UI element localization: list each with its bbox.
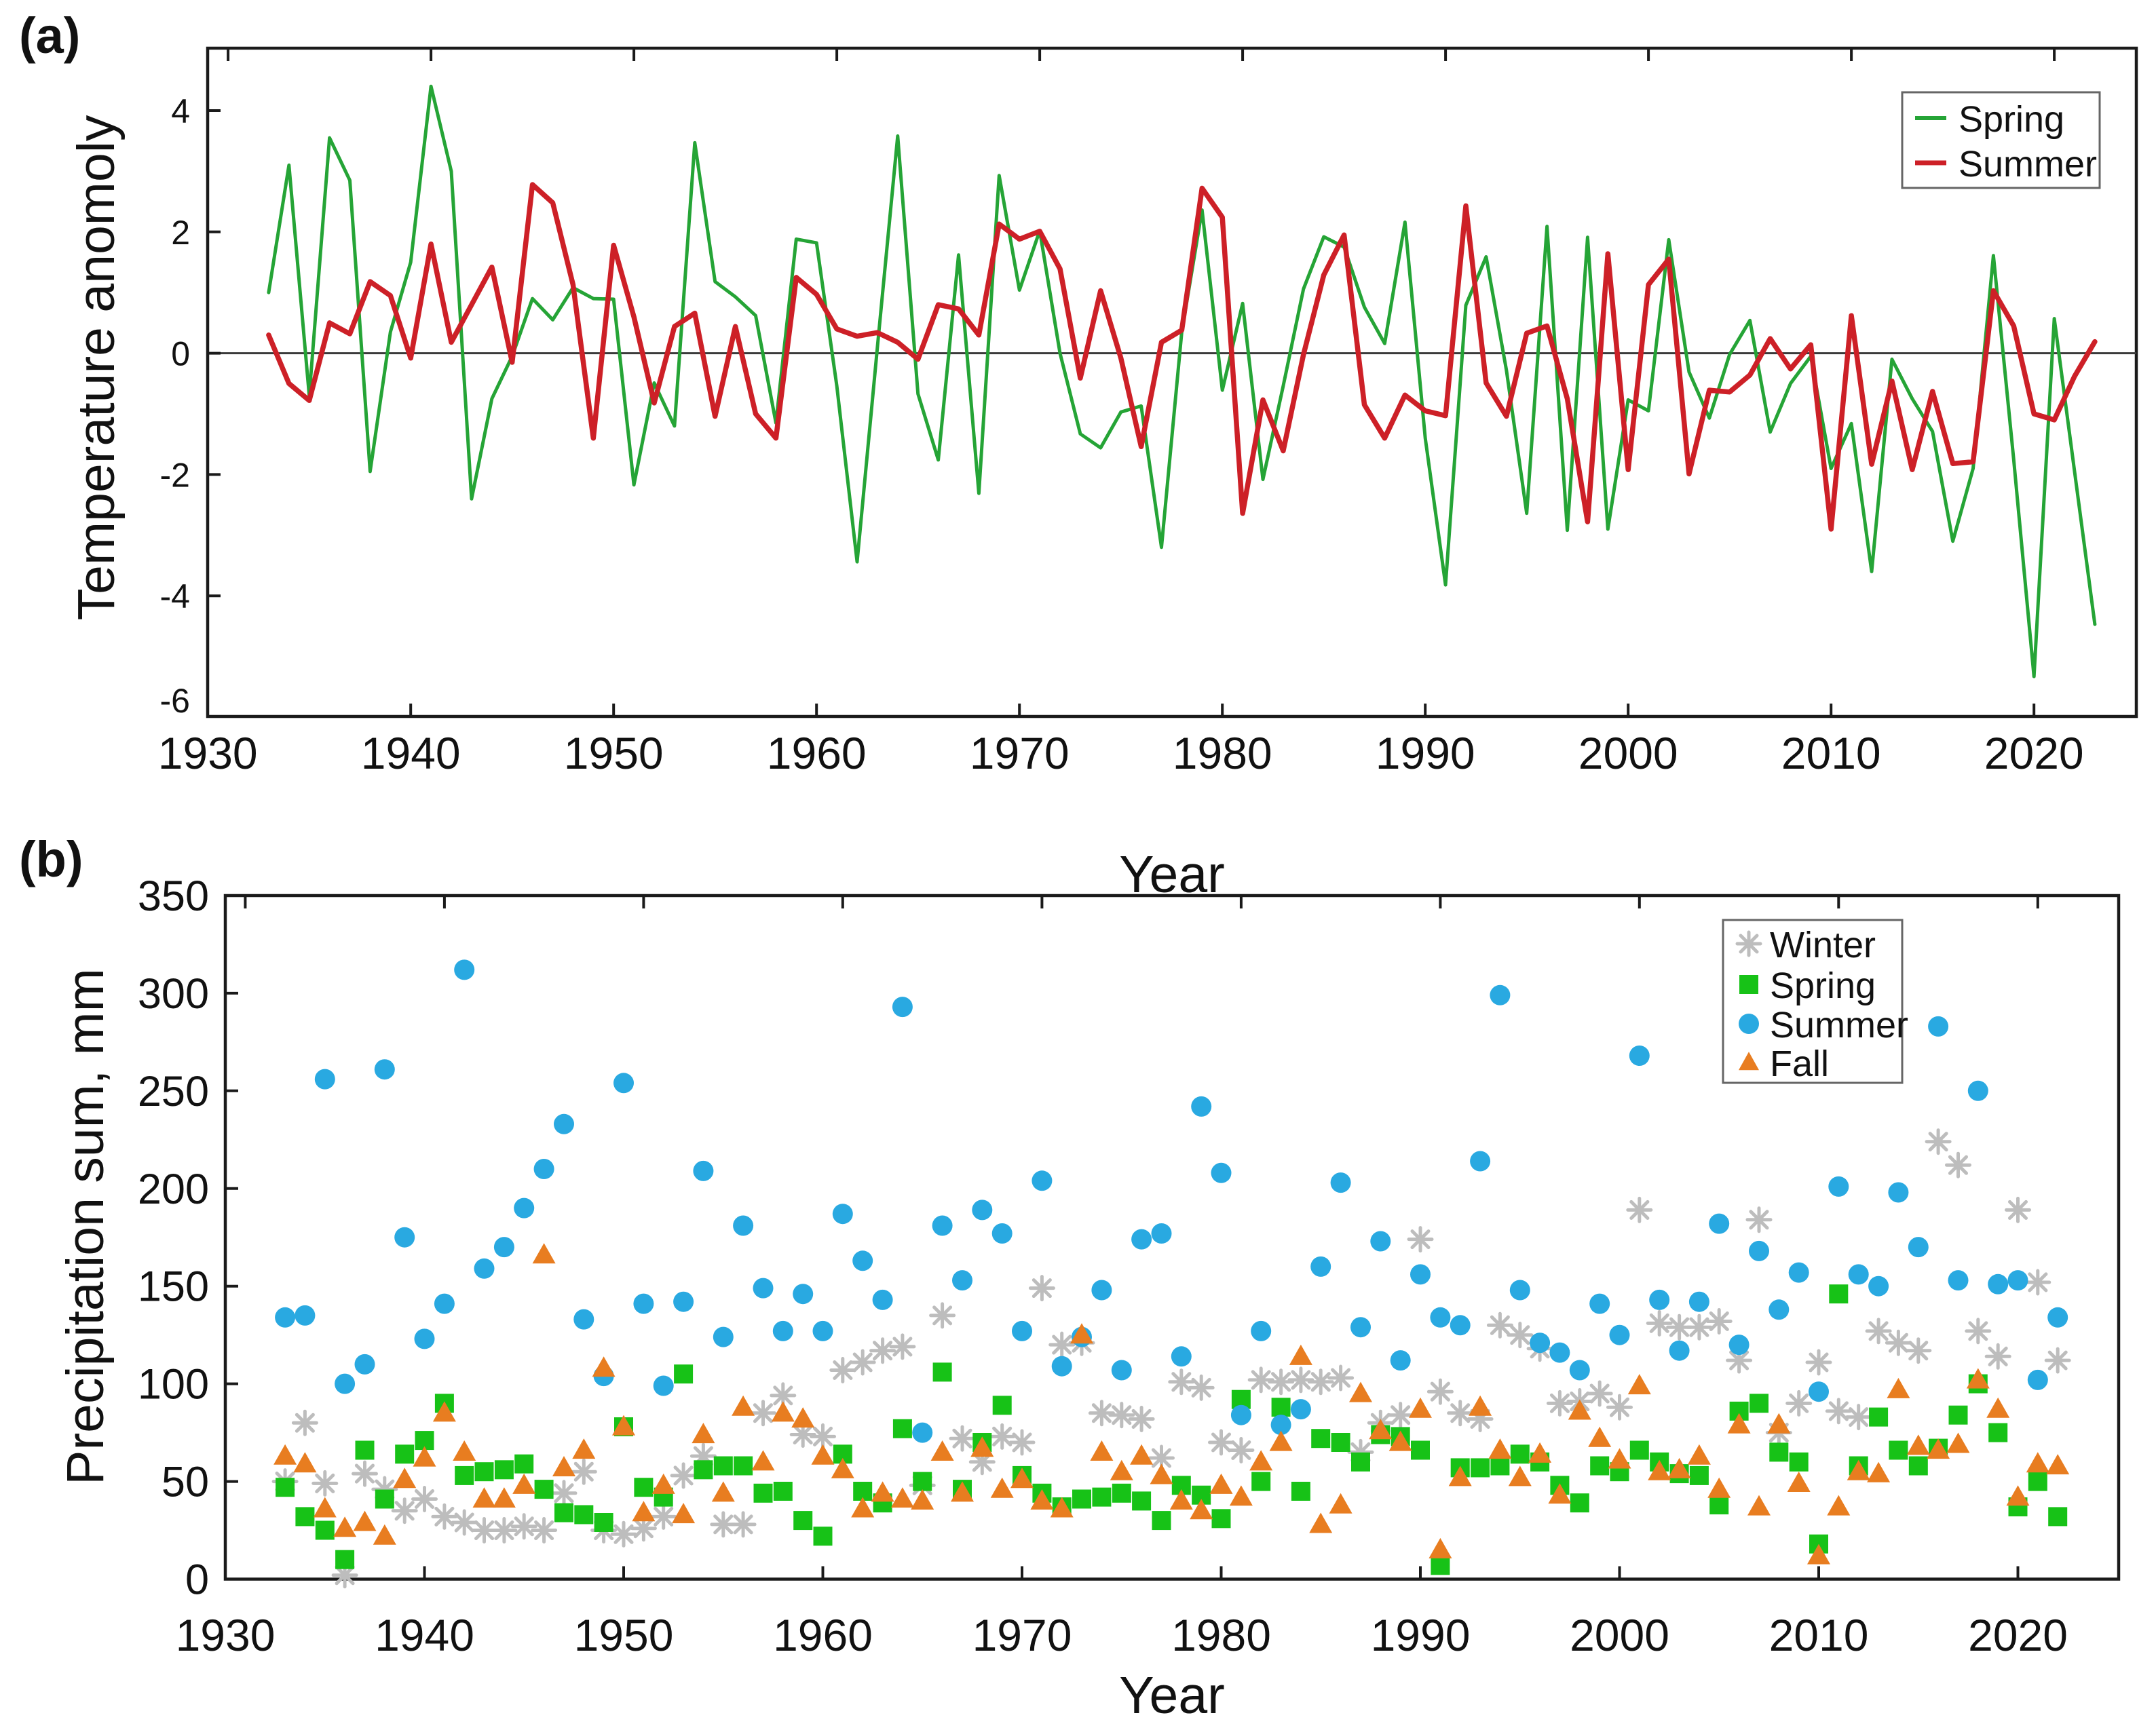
svg-text:(a): (a) [19,7,80,64]
svg-text:1990: 1990 [1371,1610,1471,1660]
svg-text:2000: 2000 [1578,728,1678,778]
svg-text:2: 2 [171,214,190,252]
svg-text:2010: 2010 [1769,1610,1869,1660]
svg-text:Winter: Winter [1770,925,1876,965]
svg-text:1980: 1980 [1173,728,1272,778]
svg-text:2000: 2000 [1570,1610,1669,1660]
svg-text:Temperature anomoly: Temperature anomoly [67,115,126,620]
svg-text:Spring: Spring [1959,99,2064,140]
svg-text:1990: 1990 [1376,728,1475,778]
svg-text:Summer: Summer [1770,1005,1908,1046]
svg-text:Summer: Summer [1959,144,2097,185]
svg-text:1930: 1930 [176,1610,276,1660]
svg-text:Year: Year [1119,1666,1225,1725]
svg-text:200: 200 [138,1166,209,1213]
svg-text:Precipitation sum, mm: Precipitation sum, mm [56,968,115,1485]
svg-text:150: 150 [138,1263,209,1311]
svg-text:1950: 1950 [574,1610,674,1660]
svg-text:2020: 2020 [1968,1610,2068,1660]
svg-text:0: 0 [171,335,190,373]
svg-text:1970: 1970 [970,728,1070,778]
svg-text:1970: 1970 [972,1610,1072,1660]
svg-text:2020: 2020 [1984,728,2084,778]
svg-text:(b): (b) [19,831,83,887]
svg-text:1940: 1940 [361,728,461,778]
svg-text:1980: 1980 [1171,1610,1271,1660]
svg-text:250: 250 [138,1068,209,1115]
svg-text:Spring: Spring [1770,965,1876,1006]
svg-text:-2: -2 [160,456,190,494]
svg-text:0: 0 [185,1556,209,1604]
svg-text:4: 4 [171,92,190,130]
svg-text:-6: -6 [160,682,190,720]
svg-text:50: 50 [162,1459,209,1506]
svg-text:350: 350 [138,872,209,920]
svg-text:1930: 1930 [158,728,258,778]
svg-text:-4: -4 [160,577,190,615]
svg-text:100: 100 [138,1361,209,1408]
svg-text:2010: 2010 [1781,728,1881,778]
svg-text:Fall: Fall [1770,1043,1829,1084]
svg-text:1960: 1960 [773,1610,873,1660]
svg-text:1940: 1940 [375,1610,474,1660]
svg-text:1950: 1950 [564,728,664,778]
svg-text:1960: 1960 [767,728,867,778]
svg-text:Year: Year [1119,845,1225,904]
svg-text:300: 300 [138,970,209,1018]
